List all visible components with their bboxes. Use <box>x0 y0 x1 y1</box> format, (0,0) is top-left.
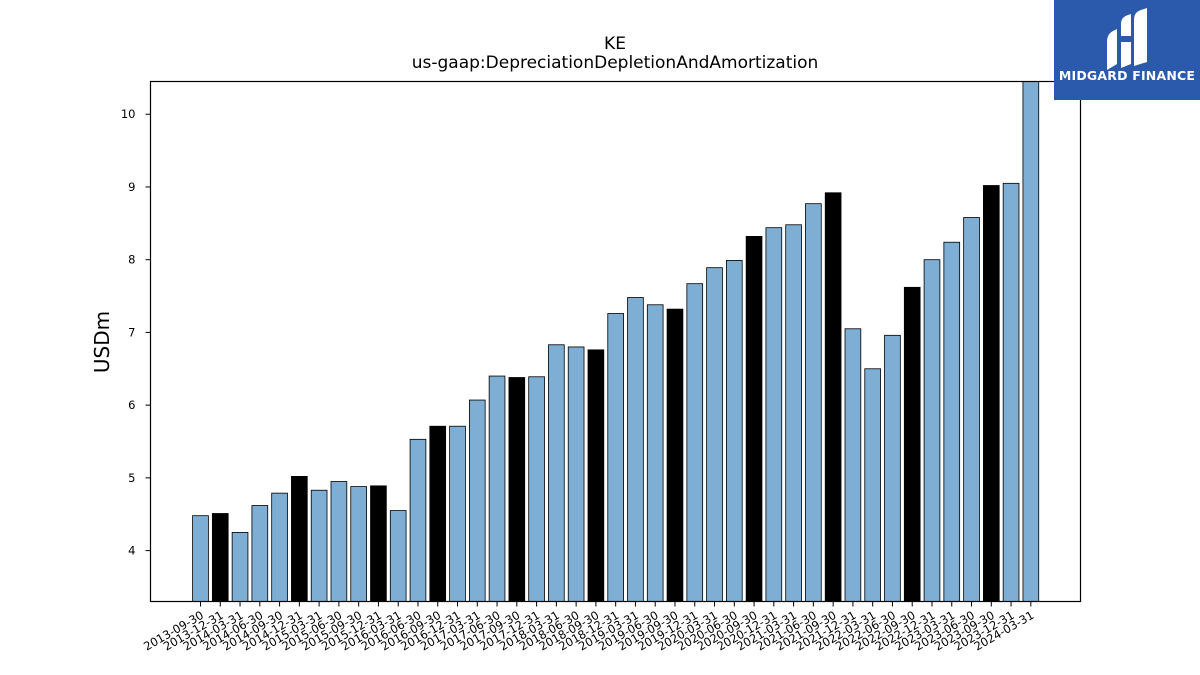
chart-subtitle: us-gaap:DepreciationDepletionAndAmortiza… <box>412 53 819 73</box>
bar-2021-09-30 <box>824 192 842 602</box>
bar-2017-03-31 <box>468 399 486 602</box>
bar-2023-09-30 <box>983 185 1000 602</box>
bar-2014-09-30 <box>271 492 288 602</box>
bar-2019-03-31 <box>627 297 644 602</box>
bar-2017-09-30 <box>508 377 526 602</box>
bar-2015-06-30 <box>330 481 348 602</box>
y-tick-label: 9 <box>128 180 135 194</box>
bars-group <box>192 81 1040 602</box>
y-ticks-group: 4 5 6 7 8 9 10 <box>121 107 151 558</box>
bar-2016-03-31 <box>389 510 407 602</box>
bar-2023-12-31 <box>1002 182 1020 602</box>
y-tick-label: 7 <box>128 325 135 339</box>
bar-2023-06-30 <box>963 217 980 602</box>
bar-2017-06-30 <box>488 375 506 602</box>
bar-2019-12-31 <box>686 283 704 602</box>
bar-2016-12-31 <box>449 425 466 602</box>
bar-2021-03-31 <box>785 224 802 602</box>
bar-2013-12-31 <box>211 513 229 602</box>
bar-2019-06-30 <box>646 304 664 602</box>
bar-2016-06-30 <box>409 438 427 602</box>
bar-2017-12-31 <box>528 376 545 602</box>
midgard-logo-icon <box>1107 8 1147 70</box>
bar-2021-12-31 <box>844 328 862 602</box>
logo: MIDGARD FINANCE <box>1054 0 1200 100</box>
bar-2018-06-30 <box>567 346 585 602</box>
bar-2015-12-31 <box>370 485 387 602</box>
bar-2020-03-31 <box>706 267 723 602</box>
bar-2020-12-31 <box>765 227 783 602</box>
y-tick-label: 5 <box>128 471 135 485</box>
bar-2020-06-30 <box>725 260 743 602</box>
bar-2016-09-30 <box>429 425 447 602</box>
bar-2019-09-30 <box>666 308 684 602</box>
bar-2018-09-30 <box>587 349 605 602</box>
bar-2023-03-31 <box>943 241 961 602</box>
bar-2022-06-30 <box>884 334 901 602</box>
bar-2022-12-31 <box>923 259 941 602</box>
bar-2015-03-31 <box>310 489 328 602</box>
y-tick-label: 8 <box>128 253 135 267</box>
bar-2014-06-30 <box>251 505 269 602</box>
y-axis-label: USDm <box>90 311 114 373</box>
bar-2014-12-31 <box>291 476 308 602</box>
y-tick-label: 10 <box>121 107 136 121</box>
y-tick-label: 4 <box>128 544 135 558</box>
bar-2024-03-31 <box>1022 81 1040 602</box>
bar-2018-12-31 <box>607 313 624 602</box>
bar-2021-06-30 <box>805 203 822 602</box>
logo-text: MIDGARD FINANCE <box>1058 68 1196 83</box>
bar-2013-09-30 <box>192 515 209 602</box>
y-tick-label: 6 <box>128 398 135 412</box>
bar-2015-09-30 <box>350 486 367 602</box>
bar-2022-09-30 <box>903 286 921 602</box>
bar-2014-03-31 <box>231 532 249 602</box>
bar-2020-09-30 <box>745 236 763 602</box>
bar-2018-03-31 <box>548 344 565 602</box>
bar-2022-03-31 <box>864 368 881 602</box>
chart-title: KE <box>604 34 626 54</box>
plot-frame <box>149 80 1082 603</box>
x-ticks-group: 2013-09-302013-12-312014-03-312014-06-30… <box>141 601 1036 654</box>
